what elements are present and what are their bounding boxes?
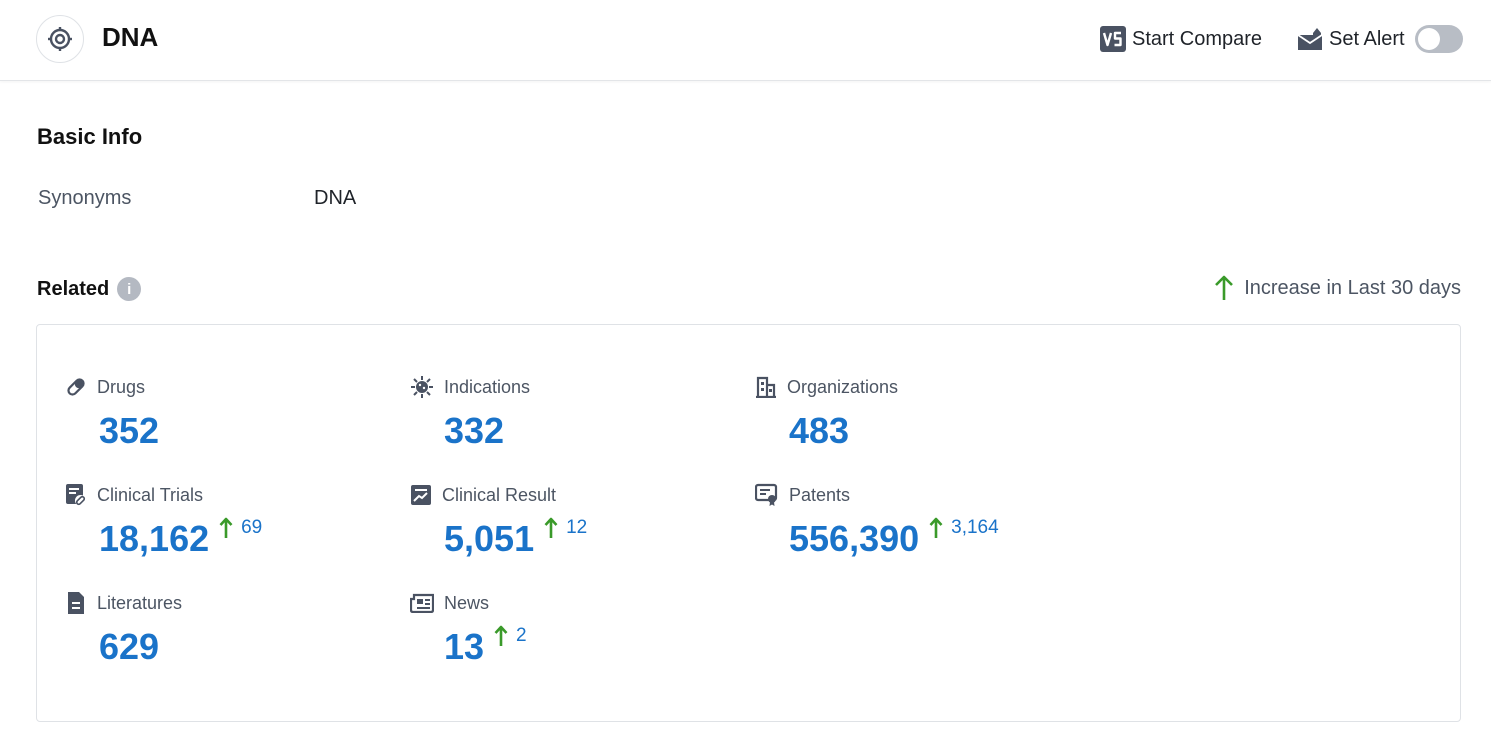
arrow-up-icon — [494, 625, 508, 647]
related-title: Related — [37, 278, 109, 301]
stat-label-row: Literatures — [65, 591, 182, 615]
chart-report-icon — [410, 484, 432, 506]
stat-label-row: Clinical Trials — [65, 483, 203, 507]
stat-value[interactable]: 13 — [444, 629, 484, 665]
arrow-up-icon — [1214, 275, 1234, 301]
stat-value[interactable]: 5,051 — [444, 521, 534, 557]
stat-value[interactable]: 483 — [789, 413, 849, 449]
target-logo — [36, 15, 84, 63]
stat-drugs[interactable]: Drugs 352 — [65, 375, 395, 475]
stat-increase: 12 — [544, 517, 587, 539]
set-alert-label: Set Alert — [1329, 28, 1405, 51]
toggle-knob — [1418, 28, 1440, 50]
stat-value-row: 556,390 3,164 — [789, 521, 999, 557]
stat-label: Drugs — [97, 377, 145, 398]
stat-label-row: Clinical Result — [410, 483, 556, 507]
stat-organizations[interactable]: Organizations 483 — [755, 375, 1085, 475]
related-stats-card: Drugs 352 Indications 332 — [36, 324, 1461, 722]
pill-icon — [65, 376, 87, 398]
alert-mail-icon — [1297, 27, 1323, 51]
stat-label: Patents — [789, 485, 850, 506]
stat-label: Clinical Result — [442, 485, 556, 506]
stat-label-row: Organizations — [755, 375, 898, 399]
stat-news[interactable]: News 13 2 — [410, 591, 740, 691]
stat-value-row: 332 — [444, 413, 504, 449]
arrow-up-icon — [544, 517, 558, 539]
start-compare-label: Start Compare — [1132, 28, 1262, 51]
stat-label: Literatures — [97, 593, 182, 614]
stat-increase: 2 — [494, 625, 527, 647]
stat-indications[interactable]: Indications 332 — [410, 375, 740, 475]
stat-clinical-trials[interactable]: Clinical Trials 18,162 69 — [65, 483, 395, 583]
stat-patents[interactable]: Patents 556,390 3,164 — [755, 483, 1085, 583]
clinical-trial-icon — [65, 483, 87, 507]
set-alert-toggle[interactable] — [1415, 25, 1463, 53]
synonyms-label: Synonyms — [38, 187, 131, 210]
info-icon[interactable]: i — [117, 277, 141, 301]
increase-legend-label: Increase in Last 30 days — [1244, 277, 1461, 300]
stat-value[interactable]: 629 — [99, 629, 159, 665]
certificate-icon — [755, 483, 779, 507]
basic-info-title: Basic Info — [37, 124, 142, 150]
page-title: DNA — [102, 22, 158, 53]
related-title-row: Related i — [37, 277, 141, 301]
stat-literatures[interactable]: Literatures 629 — [65, 591, 395, 691]
stat-label-row: News — [410, 591, 489, 615]
stat-value[interactable]: 352 — [99, 413, 159, 449]
synonyms-value: DNA — [314, 187, 356, 210]
stat-value-row: 18,162 69 — [99, 521, 262, 557]
stat-increase: 69 — [219, 517, 262, 539]
stat-label-row: Drugs — [65, 375, 145, 399]
stat-value-row: 483 — [789, 413, 849, 449]
stat-clinical-result[interactable]: Clinical Result 5,051 12 — [410, 483, 740, 583]
arrow-up-icon — [219, 517, 233, 539]
stat-label: Organizations — [787, 377, 898, 398]
stat-value[interactable]: 332 — [444, 413, 504, 449]
stat-value-row: 5,051 12 — [444, 521, 587, 557]
stat-value-row: 352 — [99, 413, 159, 449]
set-alert-control[interactable]: Set Alert — [1297, 25, 1463, 53]
stat-value-row: 13 2 — [444, 629, 527, 665]
stat-increase: 3,164 — [929, 517, 999, 539]
stat-value-row: 629 — [99, 629, 159, 665]
stat-label: Indications — [444, 377, 530, 398]
stat-label-row: Indications — [410, 375, 530, 399]
document-icon — [65, 591, 87, 615]
increase-legend: Increase in Last 30 days — [1214, 275, 1461, 301]
arrow-up-icon — [929, 517, 943, 539]
stat-label-row: Patents — [755, 483, 850, 507]
target-icon — [47, 26, 73, 52]
stat-increase-value: 2 — [516, 625, 527, 647]
stat-increase-value: 69 — [241, 517, 262, 539]
start-compare-button[interactable]: Start Compare — [1100, 25, 1262, 53]
newspaper-icon — [410, 593, 434, 613]
stat-value[interactable]: 18,162 — [99, 521, 209, 557]
stat-increase-value: 12 — [566, 517, 587, 539]
stat-increase-value: 3,164 — [951, 517, 999, 539]
vs-icon — [1100, 26, 1126, 52]
building-icon — [755, 376, 777, 398]
stat-value[interactable]: 556,390 — [789, 521, 919, 557]
page-header: DNA Start Compare Set Alert — [0, 0, 1491, 81]
stat-label: News — [444, 593, 489, 614]
virus-icon — [410, 375, 434, 399]
stat-label: Clinical Trials — [97, 485, 203, 506]
